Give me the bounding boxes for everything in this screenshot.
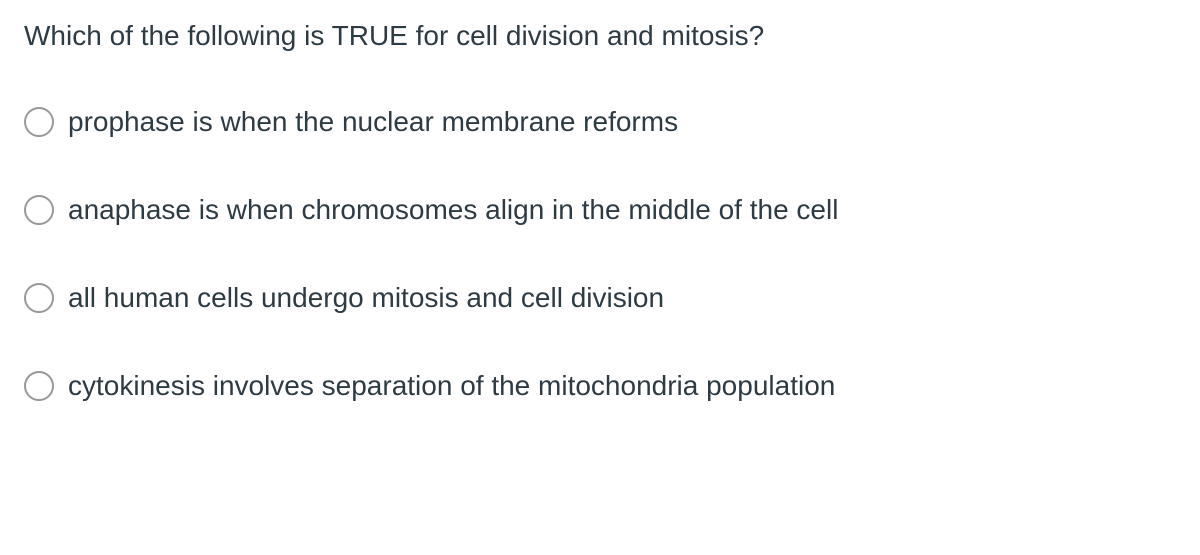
option-row[interactable]: anaphase is when chromosomes align in th… <box>24 194 1176 226</box>
option-row[interactable]: cytokinesis involves separation of the m… <box>24 370 1176 402</box>
option-row[interactable]: all human cells undergo mitosis and cell… <box>24 282 1176 314</box>
option-row[interactable]: prophase is when the nuclear membrane re… <box>24 106 1176 138</box>
radio-button[interactable] <box>24 107 54 137</box>
option-label: anaphase is when chromosomes align in th… <box>68 194 838 226</box>
options-group: prophase is when the nuclear membrane re… <box>24 106 1176 402</box>
question-text: Which of the following is TRUE for cell … <box>24 20 1176 52</box>
radio-button[interactable] <box>24 371 54 401</box>
option-label: cytokinesis involves separation of the m… <box>68 370 835 402</box>
option-label: prophase is when the nuclear membrane re… <box>68 106 678 138</box>
radio-button[interactable] <box>24 283 54 313</box>
option-label: all human cells undergo mitosis and cell… <box>68 282 664 314</box>
radio-button[interactable] <box>24 195 54 225</box>
